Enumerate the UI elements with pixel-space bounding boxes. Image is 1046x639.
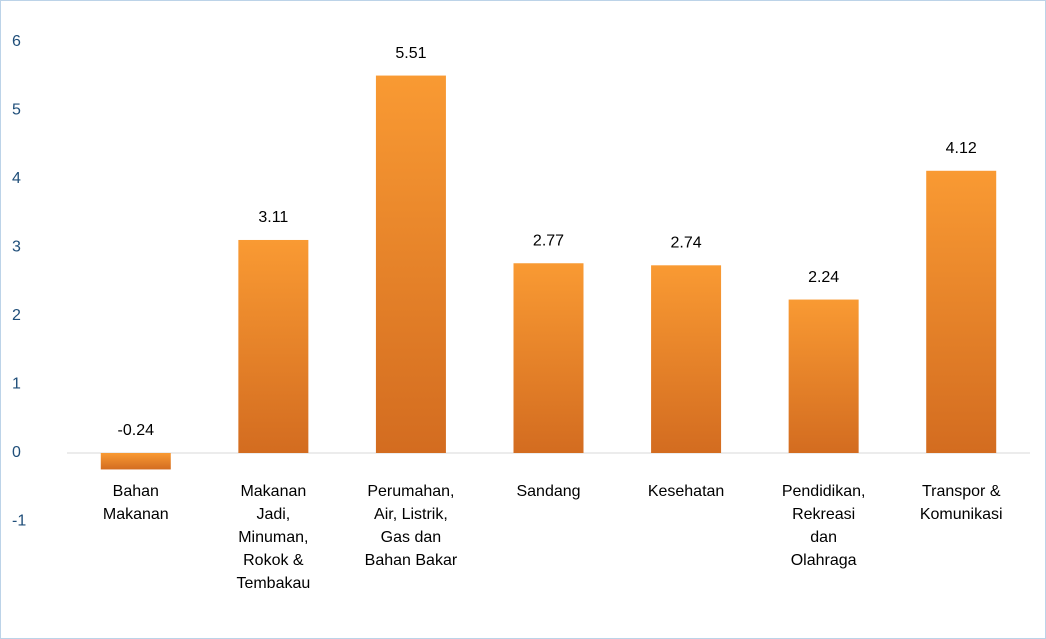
value-label: -0.24 <box>118 422 155 439</box>
bar <box>926 170 997 453</box>
x-tick-label: Bahan Makanan <box>103 483 169 523</box>
value-label: 4.12 <box>946 140 977 157</box>
bar <box>788 299 859 453</box>
x-tick-label-line: Komunikasi <box>920 506 1003 523</box>
x-tick-label-line: Sandang <box>516 483 580 500</box>
x-tick-label-line: Olahraga <box>791 552 857 569</box>
x-tick-label-line: Bahan <box>113 483 159 500</box>
bar <box>651 265 722 453</box>
y-tick-label: 5 <box>12 102 21 119</box>
x-tick-label-line: Jadi, <box>256 506 290 523</box>
value-label: 3.11 <box>258 209 288 226</box>
x-tick-label-line: Makanan <box>240 483 306 500</box>
x-tick-label-line: Perumahan, <box>367 483 454 500</box>
x-tick-label: Transpor & Komunikasi <box>920 483 1003 523</box>
bar <box>238 239 309 453</box>
x-tick-label: Perumahan, Air, Listrik, Gas dan Bahan Baka… <box>365 483 458 569</box>
x-tick-label-line: dan <box>810 529 837 546</box>
value-label: 2.77 <box>533 232 564 249</box>
x-tick-label-line: Makanan <box>103 506 169 523</box>
x-tick-label: Makanan Jadi, Minuman, Rokok & Tembakau <box>236 483 310 592</box>
bar <box>100 453 171 470</box>
x-tick-label-line: Bahan Bakar <box>365 552 458 569</box>
x-tick-label-line: Pendidikan, <box>782 483 866 500</box>
value-label: 5.51 <box>395 45 426 62</box>
x-tick-label-line: Minuman, <box>238 529 308 546</box>
value-label: 2.24 <box>808 269 839 286</box>
y-tick-label: 1 <box>12 376 21 393</box>
x-tick-label: Pendidikan, Rekreasi dan Olahraga <box>782 483 866 569</box>
x-tick-label: Kesehatan <box>648 483 725 500</box>
y-tick-label: 3 <box>12 239 21 256</box>
value-label: 2.74 <box>671 235 702 252</box>
x-tick-label-line: Air, Listrik, <box>374 506 448 523</box>
y-tick-label: -1 <box>12 513 26 530</box>
y-tick-label: 4 <box>12 170 21 187</box>
x-tick-label-line: Tembakau <box>236 575 310 592</box>
y-tick-label: 0 <box>12 444 21 461</box>
y-tick-label: 2 <box>12 307 21 324</box>
x-tick-label-line: Gas dan <box>381 529 441 546</box>
bar <box>375 75 446 453</box>
x-tick-label-line: Transpor & <box>922 483 1001 500</box>
x-tick-label: Sandang <box>516 483 580 500</box>
x-tick-label-line: Kesehatan <box>648 483 725 500</box>
y-tick-label: 6 <box>12 33 21 50</box>
bar <box>513 263 584 453</box>
x-tick-label-line: Rekreasi <box>792 506 855 523</box>
x-tick-label-line: Rokok & <box>243 552 304 569</box>
